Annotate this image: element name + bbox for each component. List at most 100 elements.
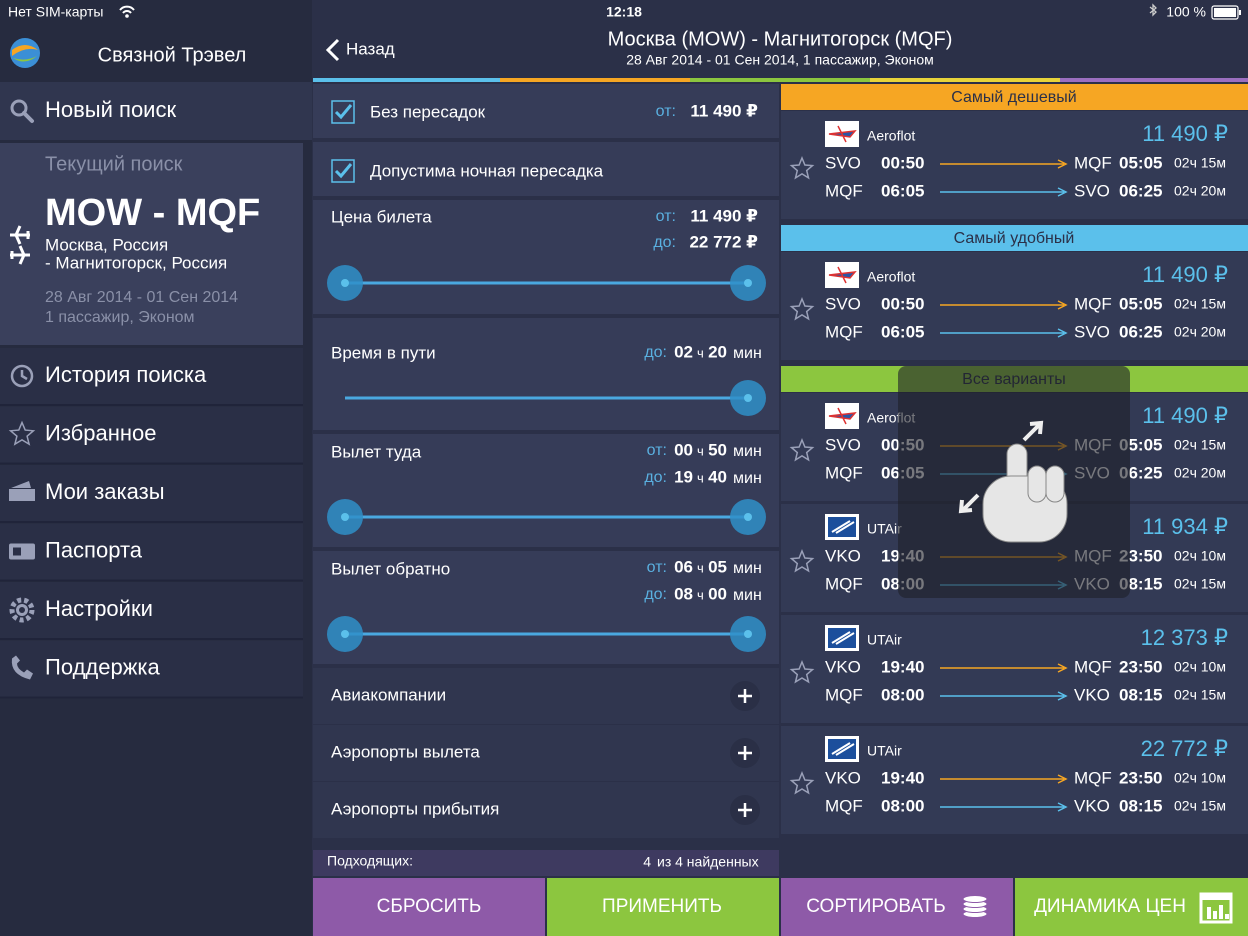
route-to: - Магнитогорск, Россия — [45, 253, 227, 272]
expander[interactable] — [313, 725, 779, 781]
airport: SVO — [1074, 181, 1110, 200]
hours: 06 — [674, 557, 693, 576]
menu-label[interactable]: Новый поиск — [45, 97, 176, 122]
star-icon — [789, 297, 815, 321]
checkbox[interactable] — [331, 159, 355, 183]
hours-unit: ч — [697, 443, 704, 458]
hours: 08 — [674, 584, 693, 603]
filter-label: Время в пути — [331, 343, 436, 362]
airport: VKO — [825, 546, 861, 565]
airport: VKO — [1074, 796, 1110, 815]
arrival-time: 23:50 — [1119, 768, 1162, 787]
airline-logo — [828, 125, 857, 143]
price: 22 772 ₽ — [689, 232, 758, 251]
menu-item[interactable] — [0, 465, 303, 521]
menu-item[interactable] — [0, 523, 303, 580]
minutes-unit: мин — [733, 560, 762, 577]
menu-label[interactable]: Паспорта — [45, 537, 143, 562]
checkbox-label[interactable]: Допустима ночная пересадка — [370, 161, 604, 180]
price: 22 772 ₽ — [1141, 736, 1228, 761]
slider-track — [345, 515, 748, 519]
menu-item[interactable] — [0, 582, 303, 638]
departure-time: 06:05 — [881, 181, 924, 200]
battery-level: 100 % — [1166, 4, 1206, 20]
checkbox[interactable] — [331, 100, 355, 124]
separator — [0, 462, 303, 465]
separator — [0, 579, 303, 582]
menu-item[interactable] — [0, 82, 312, 140]
route-arrow — [940, 802, 1068, 812]
duration: 02ч 15м — [1174, 687, 1226, 703]
route-arrow — [940, 774, 1068, 784]
arrival-time: 08:15 — [1119, 685, 1162, 704]
minutes: 00 — [708, 584, 727, 603]
slider-knob — [341, 630, 349, 638]
duration: 02ч 10м — [1174, 548, 1226, 564]
button-label[interactable]: ПРИМЕНИТЬ — [602, 896, 722, 917]
airport: MQF — [825, 574, 863, 593]
airport: MQF — [825, 463, 863, 482]
duration: 02ч 10м — [1174, 770, 1226, 786]
airport: MQF — [825, 685, 863, 704]
price: 11 490 ₽ — [690, 206, 758, 225]
chart-icon — [1219, 905, 1223, 919]
minutes: 50 — [708, 440, 727, 459]
star-icon — [789, 549, 815, 573]
arrival-time: 05:05 — [1119, 153, 1162, 172]
expander-label[interactable]: Аэропорты прибытия — [331, 799, 499, 818]
checkmark — [334, 104, 353, 120]
expander-label[interactable]: Авиакомпании — [331, 685, 446, 704]
button-label[interactable]: ДИНАМИКА ЦЕН — [1034, 896, 1186, 917]
airport: MQF — [1074, 294, 1112, 313]
departure-time: 08:00 — [881, 796, 924, 815]
button[interactable] — [547, 878, 779, 936]
button[interactable] — [313, 878, 545, 936]
duration: 02ч 20м — [1174, 183, 1226, 199]
slider-knob — [341, 279, 349, 287]
price-prefix: от: — [656, 208, 676, 225]
accent-bar — [500, 78, 690, 82]
coins-icon — [962, 895, 988, 903]
checkbox-label[interactable]: Без пересадок — [370, 102, 486, 121]
airline-logo — [828, 266, 857, 284]
passport-icon — [9, 543, 35, 560]
separator — [0, 696, 303, 699]
airport: MQF — [1074, 153, 1112, 172]
menu-label[interactable]: Мои заказы — [45, 479, 165, 504]
subtitle: 28 Авг 2014 - 01 Сен 2014, 1 пассажир, Э… — [626, 52, 934, 68]
current-search[interactable] — [0, 143, 303, 345]
filter-row — [313, 551, 779, 664]
airline-logo — [831, 520, 855, 534]
menu-label[interactable]: Избранное — [45, 420, 157, 445]
menu-item[interactable] — [0, 348, 303, 404]
filter-label: Цена билета — [331, 207, 432, 226]
battery-icon — [1211, 5, 1239, 20]
search-icon — [22, 111, 34, 123]
button-label[interactable]: СБРОСИТЬ — [377, 896, 482, 917]
filter-row — [313, 200, 779, 314]
route-arrow — [940, 300, 1068, 310]
expander-label[interactable]: Аэропорты вылета — [331, 742, 480, 761]
back-button[interactable]: Назад — [346, 39, 395, 58]
hand-icon — [1045, 465, 1065, 503]
airline-logo — [828, 407, 857, 425]
arrival-time: 06:25 — [1119, 181, 1162, 200]
menu-item[interactable] — [0, 640, 303, 697]
menu-label[interactable]: История поиска — [45, 362, 207, 387]
slider-knob — [341, 513, 349, 521]
slider-track — [345, 281, 748, 285]
expander[interactable] — [313, 668, 779, 724]
airport: MQF — [825, 322, 863, 341]
menu-label[interactable]: Поддержка — [45, 654, 161, 679]
menu-label[interactable]: Настройки — [45, 596, 153, 621]
price-prefix: от: — [656, 103, 676, 120]
expander[interactable] — [313, 782, 779, 838]
price: 11 490 ₽ — [690, 101, 758, 120]
departure-time: 00:50 — [881, 294, 924, 313]
star-icon — [8, 420, 36, 446]
menu-item[interactable] — [0, 406, 303, 463]
duration: 02ч 15м — [1174, 576, 1226, 592]
separator — [0, 521, 303, 523]
button-label[interactable]: СОРТИРОВАТЬ — [806, 896, 946, 917]
minutes: 05 — [708, 557, 727, 576]
